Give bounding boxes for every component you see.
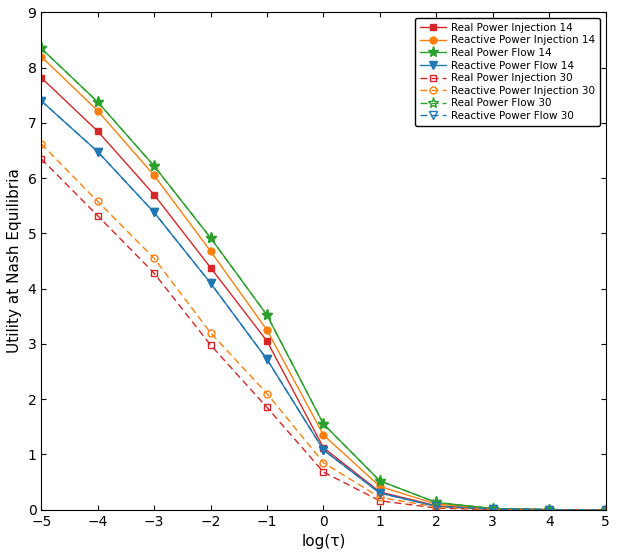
Real Power Injection 14 [545, 507, 553, 513]
Real Power Flow 14 [433, 499, 440, 506]
Real Power Flow 30 [94, 98, 101, 105]
Reactive Power Injection 14 [207, 248, 214, 255]
Line: Real Power Flow 14: Real Power Flow 14 [36, 43, 611, 516]
Reactive Power Flow 30 [602, 507, 610, 514]
Real Power Injection 30 [207, 342, 214, 349]
Real Power Injection 14 [207, 264, 214, 271]
Legend: Real Power Injection 14, Reactive Power Injection 14, Real Power Flow 14, Reacti: Real Power Injection 14, Reactive Power … [415, 18, 600, 126]
Reactive Power Injection 30 [545, 507, 553, 514]
Reactive Power Injection 30 [263, 390, 271, 397]
Real Power Flow 14 [94, 98, 101, 105]
Line: Real Power Injection 30: Real Power Injection 30 [38, 155, 609, 514]
Real Power Injection 14 [151, 191, 158, 198]
Y-axis label: Utility at Nash Equilibria: Utility at Nash Equilibria [7, 168, 22, 354]
Reactive Power Flow 14 [207, 280, 214, 286]
Real Power Injection 14 [94, 128, 101, 135]
Reactive Power Injection 14 [602, 507, 610, 514]
Real Power Injection 30 [433, 505, 440, 512]
Real Power Flow 14 [376, 478, 384, 484]
Reactive Power Flow 14 [545, 507, 553, 513]
Reactive Power Injection 30 [38, 141, 45, 147]
Line: Reactive Power Flow 30: Reactive Power Flow 30 [37, 97, 610, 514]
Real Power Injection 30 [263, 404, 271, 411]
Reactive Power Flow 14 [376, 490, 384, 497]
Reactive Power Flow 30 [263, 356, 271, 363]
Reactive Power Flow 14 [94, 148, 101, 155]
Real Power Flow 30 [38, 45, 45, 52]
Reactive Power Flow 14 [489, 506, 497, 513]
Reactive Power Injection 30 [433, 504, 440, 510]
Reactive Power Injection 14 [320, 431, 327, 438]
Real Power Flow 30 [263, 312, 271, 319]
Real Power Flow 14 [207, 235, 214, 241]
Real Power Injection 30 [376, 498, 384, 504]
Real Power Injection 30 [38, 156, 45, 162]
Real Power Injection 14 [376, 489, 384, 495]
Line: Reactive Power Injection 14: Reactive Power Injection 14 [38, 53, 609, 514]
Real Power Injection 30 [94, 212, 101, 219]
Real Power Flow 30 [207, 235, 214, 241]
Line: Reactive Power Flow 14: Reactive Power Flow 14 [37, 97, 610, 514]
Real Power Injection 30 [489, 507, 497, 513]
Line: Real Power Injection 14: Real Power Injection 14 [38, 74, 609, 514]
Reactive Power Injection 30 [320, 459, 327, 466]
Reactive Power Injection 14 [94, 107, 101, 114]
X-axis label: log(τ): log(τ) [301, 534, 346, 549]
Reactive Power Injection 14 [376, 483, 384, 490]
Real Power Flow 30 [489, 505, 497, 512]
Real Power Flow 14 [38, 45, 45, 52]
Reactive Power Injection 30 [489, 507, 497, 513]
Real Power Flow 30 [602, 507, 610, 514]
Real Power Flow 14 [263, 312, 271, 319]
Real Power Injection 14 [489, 506, 497, 513]
Real Power Injection 30 [151, 270, 158, 276]
Reactive Power Flow 30 [38, 97, 45, 104]
Real Power Flow 30 [320, 421, 327, 428]
Reactive Power Flow 30 [489, 506, 497, 513]
Reactive Power Flow 14 [151, 209, 158, 216]
Real Power Injection 30 [320, 469, 327, 475]
Reactive Power Injection 14 [38, 53, 45, 60]
Real Power Flow 14 [602, 507, 610, 514]
Reactive Power Injection 14 [151, 172, 158, 178]
Real Power Flow 30 [151, 163, 158, 170]
Real Power Injection 14 [320, 444, 327, 451]
Reactive Power Flow 30 [376, 490, 384, 497]
Real Power Flow 14 [545, 507, 553, 513]
Reactive Power Injection 30 [94, 198, 101, 205]
Reactive Power Flow 30 [433, 503, 440, 510]
Reactive Power Injection 14 [263, 327, 271, 334]
Real Power Flow 30 [376, 478, 384, 484]
Real Power Flow 30 [433, 499, 440, 506]
Real Power Injection 14 [433, 503, 440, 509]
Real Power Flow 14 [151, 163, 158, 170]
Reactive Power Injection 30 [207, 330, 214, 336]
Real Power Injection 30 [602, 507, 610, 514]
Real Power Injection 14 [38, 75, 45, 81]
Reactive Power Flow 14 [320, 446, 327, 453]
Reactive Power Injection 14 [433, 501, 440, 508]
Reactive Power Injection 30 [151, 255, 158, 262]
Reactive Power Injection 14 [545, 507, 553, 513]
Reactive Power Flow 14 [433, 503, 440, 510]
Real Power Flow 14 [320, 421, 327, 428]
Reactive Power Flow 14 [38, 97, 45, 104]
Real Power Injection 14 [263, 338, 271, 345]
Real Power Flow 30 [545, 507, 553, 513]
Reactive Power Injection 30 [376, 494, 384, 501]
Reactive Power Flow 30 [151, 209, 158, 216]
Reactive Power Flow 14 [602, 507, 610, 514]
Real Power Injection 14 [602, 507, 610, 514]
Reactive Power Flow 30 [207, 280, 214, 286]
Reactive Power Flow 30 [320, 446, 327, 453]
Reactive Power Flow 30 [94, 148, 101, 155]
Reactive Power Injection 30 [602, 507, 610, 514]
Line: Reactive Power Injection 30: Reactive Power Injection 30 [38, 141, 609, 514]
Reactive Power Flow 14 [263, 356, 271, 363]
Reactive Power Flow 30 [545, 507, 553, 513]
Real Power Injection 30 [545, 507, 553, 514]
Real Power Flow 14 [489, 505, 497, 512]
Line: Real Power Flow 30: Real Power Flow 30 [36, 43, 611, 516]
Reactive Power Injection 14 [489, 505, 497, 512]
